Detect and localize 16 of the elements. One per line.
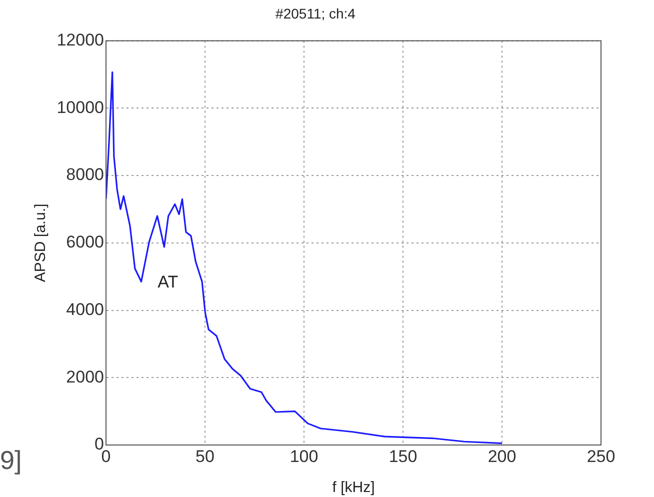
x-tick-label: 200: [488, 446, 516, 466]
y-tick-label: 2000: [66, 367, 104, 386]
x-tick-label: 250: [586, 446, 616, 466]
y-tick-label: 8000: [66, 165, 104, 184]
x-tick-label: 150: [388, 446, 418, 466]
text: 9]: [0, 445, 22, 476]
annotation: AT: [158, 272, 178, 292]
y-tick-label: 4000: [66, 300, 104, 319]
x-tick-label: 100: [290, 446, 318, 466]
y-tick-label: 6000: [66, 232, 104, 252]
x-tick-label: 50: [196, 446, 214, 466]
y-axis-title: APSD [a.u.]: [32, 204, 50, 282]
y-tick-label: 10000: [56, 98, 104, 117]
chart-title: #20511; ch:4: [276, 5, 356, 22]
x-axis-title: f [kHz]: [332, 479, 375, 496]
y-tick-label: 12000: [56, 30, 104, 50]
